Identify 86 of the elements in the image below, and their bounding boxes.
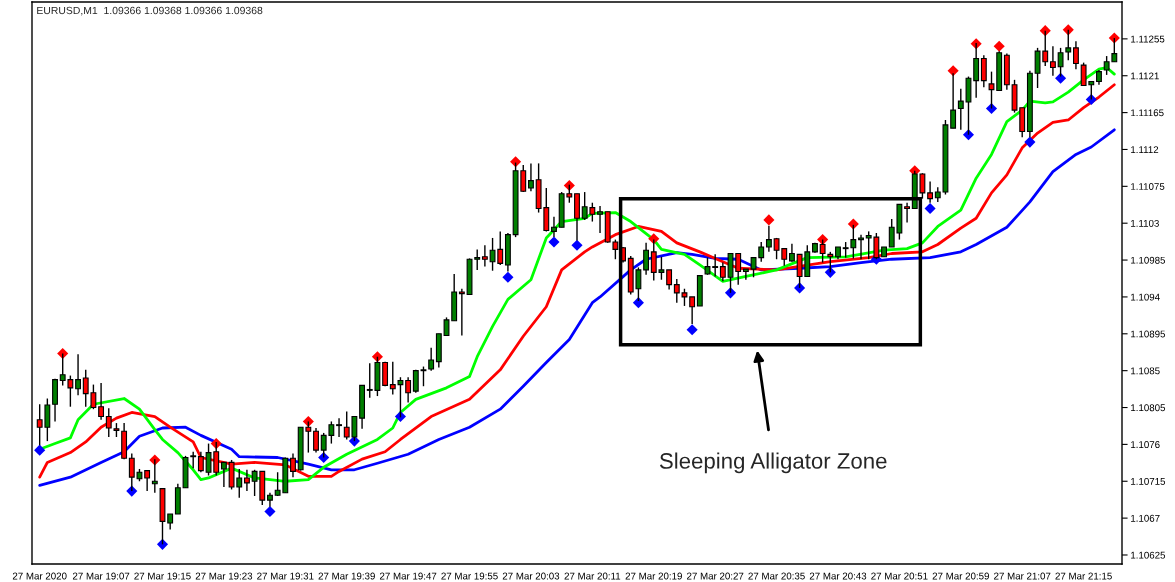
point	[502, 271, 514, 283]
x-tick-label: 27 Mar 19:23	[195, 572, 253, 580]
x-tick-label: 27 Mar 20:59	[932, 572, 989, 580]
x-tick-label: 27 Mar 20:35	[748, 572, 805, 580]
candlestick	[819, 238, 826, 264]
chart-title: EURUSD,M1 1.09366 1.09368 1.09366 1.09368	[37, 6, 263, 16]
y-tick-label: 1.11165	[1131, 109, 1164, 117]
candlestick	[788, 242, 795, 263]
candlestick	[405, 376, 412, 404]
point	[1085, 93, 1097, 106]
candlestick	[765, 224, 772, 253]
x-tick-label: 27 Mar 19:55	[441, 572, 498, 580]
point	[648, 233, 660, 245]
point	[632, 297, 644, 309]
annotation: Sleeping Alligator Zone	[659, 452, 887, 474]
x-tick-label: 27 Mar 20:19	[625, 572, 682, 580]
x-tick-label: 27 Mar 20:51	[871, 572, 928, 580]
y-tick-label: 1.10715	[1131, 477, 1166, 485]
candlestick	[144, 469, 151, 492]
point	[824, 266, 836, 278]
y-tick-label: 1.1085	[1131, 367, 1160, 375]
y-tick-label: 1.10805	[1131, 404, 1166, 412]
candlestick	[197, 451, 204, 473]
candlestick	[1049, 45, 1056, 77]
y-tick-label: 1.11255	[1131, 35, 1165, 43]
x-tick-label: 27 Mar 19:15	[134, 572, 191, 580]
y-tick-label: 1.1121	[1131, 72, 1159, 80]
candlestick	[528, 162, 534, 192]
x-tick-label: 27 Mar 20:11	[564, 572, 621, 580]
y-tick-label: 1.10895	[1131, 330, 1166, 338]
y-tick-label: 1.1067	[1131, 514, 1160, 522]
candlestick	[551, 215, 557, 238]
point	[993, 40, 1005, 52]
candlestick	[950, 72, 957, 129]
y-tick-label: 1.1094	[1131, 293, 1160, 301]
y-tick-label: 1.10985	[1131, 256, 1166, 264]
point	[1039, 25, 1051, 37]
candlestick	[597, 205, 603, 234]
x-tick-label: 27 Mar 20:27	[687, 572, 744, 580]
x-tick-label: 27 Mar 19:07	[72, 572, 130, 580]
point	[794, 282, 806, 294]
candlestick	[481, 244, 488, 268]
candlestick	[689, 296, 696, 325]
x-tick-label: 27 Mar 19:31	[257, 572, 314, 580]
point	[924, 202, 936, 214]
candlestick	[220, 461, 227, 488]
candlestick	[75, 353, 81, 396]
x-tick-label: 27 Mar 21:15	[1055, 572, 1112, 580]
x-tick-label: 27 Mar 20:03	[502, 572, 560, 580]
y-tick-label: 1.1076	[1131, 441, 1160, 449]
y-tick-label: 1.1103	[1131, 219, 1159, 227]
candlestick	[98, 382, 105, 421]
candlestick	[151, 458, 158, 494]
point	[34, 444, 46, 456]
x-tick-label: 27 Mar 2020	[12, 572, 67, 580]
point	[847, 218, 859, 230]
x-tick-label: 27 Mar 20:43	[809, 572, 867, 580]
candlestick	[927, 180, 934, 204]
candlestick	[904, 202, 911, 224]
candlestick	[827, 251, 834, 274]
point	[510, 156, 522, 168]
candlestick	[336, 417, 342, 438]
point	[763, 214, 775, 226]
x-tick-label: 27 Mar 19:39	[318, 572, 375, 580]
point	[686, 324, 698, 336]
candlestick	[458, 288, 465, 337]
candlestick	[666, 269, 673, 291]
x-tick-label: 27 Mar 19:47	[379, 572, 437, 580]
point	[1024, 136, 1036, 148]
point	[548, 236, 560, 248]
candlestick	[243, 469, 250, 492]
x-tick-label: 27 Mar 21:07	[994, 572, 1051, 580]
candlestick	[643, 242, 650, 276]
y-tick-label: 1.1112	[1131, 146, 1159, 153]
point	[318, 451, 330, 464]
point	[371, 351, 383, 363]
point	[1055, 72, 1067, 84]
candlestick	[1073, 40, 1079, 70]
candlestick	[980, 54, 987, 88]
candlestick	[313, 427, 319, 454]
candlestick	[742, 268, 749, 281]
y-tick-label: 1.10625	[1131, 551, 1166, 559]
candlestick	[858, 233, 864, 260]
point	[571, 239, 583, 251]
y-tick-label: 1.11075	[1131, 183, 1165, 190]
point	[264, 506, 276, 518]
